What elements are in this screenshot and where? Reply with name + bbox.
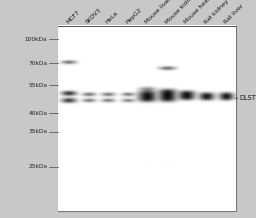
Text: Mouse heart: Mouse heart — [184, 0, 214, 25]
Text: Rat kidney: Rat kidney — [203, 0, 230, 25]
Text: Mouse liver: Mouse liver — [144, 0, 172, 25]
Text: Rat liver: Rat liver — [223, 4, 244, 25]
Text: 100kDa: 100kDa — [25, 37, 47, 42]
Text: MCF7: MCF7 — [66, 10, 81, 25]
Text: SKOV3: SKOV3 — [85, 7, 103, 25]
Text: HepG2: HepG2 — [125, 7, 143, 25]
Text: 25kDa: 25kDa — [28, 165, 47, 169]
Bar — [58, 26, 236, 211]
Text: 40kDa: 40kDa — [28, 111, 47, 116]
Text: 70kDa: 70kDa — [28, 61, 47, 66]
Text: 35kDa: 35kDa — [28, 129, 47, 134]
Text: Mouse kidney: Mouse kidney — [164, 0, 197, 25]
Text: DLST: DLST — [239, 95, 256, 101]
Text: HeLa: HeLa — [105, 11, 119, 25]
Text: 55kDa: 55kDa — [28, 83, 47, 88]
